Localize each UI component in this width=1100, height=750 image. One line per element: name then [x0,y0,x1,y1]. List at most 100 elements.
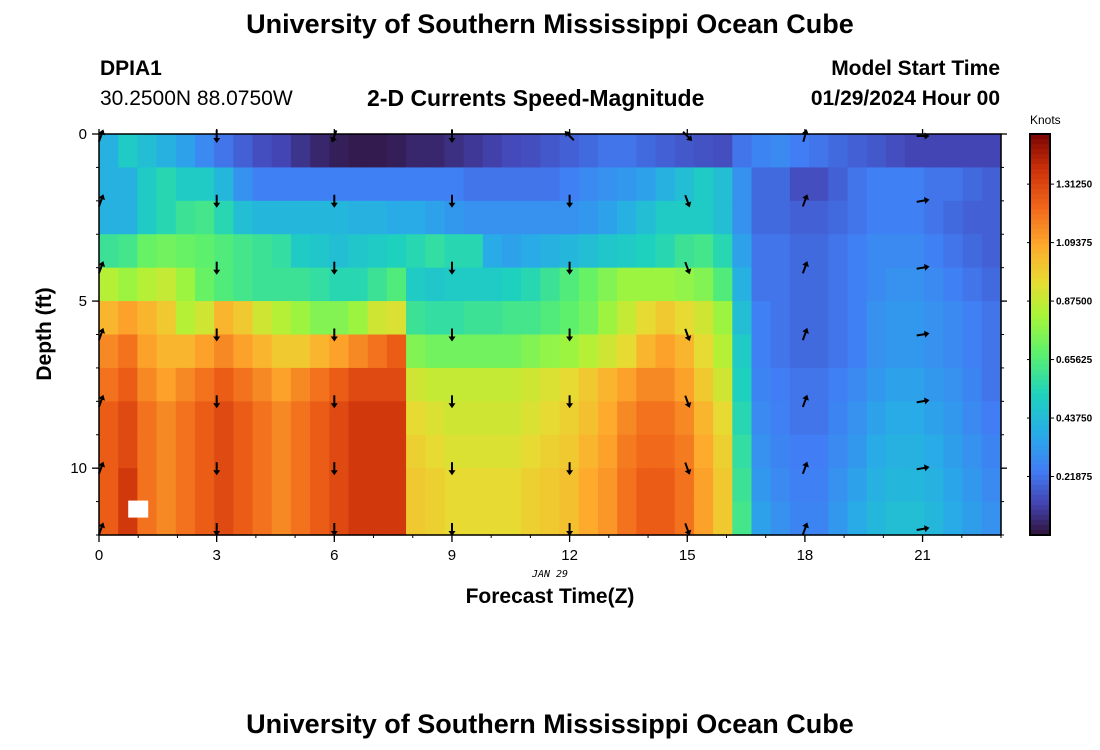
heatmap-cell [290,401,311,436]
heatmap-cell [348,134,369,169]
heatmap-cell [252,234,273,269]
heatmap-cell [597,334,618,369]
heatmap-cell [751,468,772,503]
heatmap-cell [386,434,407,469]
heatmap-cell [367,134,388,169]
heatmap-cell [885,234,906,269]
colorbar-segment [1030,434,1050,441]
heatmap-cell [310,200,330,235]
heatmap-cell [348,334,369,369]
heatmap-cell [521,501,541,536]
heatmap-cell [233,468,254,503]
heatmap-cell [502,401,522,436]
heatmap-cell [751,167,772,202]
heatmap-cell [540,267,561,302]
heatmap-cell [713,334,733,369]
heatmap-cell [482,468,503,503]
heatmap-cell [847,468,868,503]
heatmap-cell [981,134,1002,169]
colorbar-segment [1030,349,1050,356]
current-arrow [684,462,692,475]
heatmap-cell [885,334,906,369]
heatmap-cell [233,301,254,336]
heatmap-cell [386,367,407,402]
colorbar-segment [1030,419,1050,426]
heatmap-cell [751,434,772,469]
heatmap-cell [540,367,561,402]
heatmap-cell [156,167,177,202]
heatmap-cell [866,434,887,469]
heatmap-cell [482,200,503,235]
heatmap-cell [847,334,868,369]
heatmap-cell [425,367,446,402]
heatmap-cell [482,234,503,269]
colorbar-segment [1030,174,1050,180]
heatmap-cell [559,434,580,469]
heatmap-cell [770,434,791,469]
heatmap-cell [502,434,522,469]
heatmap-cell [137,468,158,503]
heatmap-cell [828,267,849,302]
heatmap-cell [828,401,849,436]
heatmap-cell [252,167,273,202]
heatmap-cell [924,401,945,436]
heatmap-cell [866,301,887,336]
heatmap-cell [137,434,158,469]
heatmap-cell [482,401,503,436]
heatmap-cell [674,267,695,302]
heatmap-cell [655,167,676,202]
heatmap-cell [406,434,426,469]
heatmap-cell [655,200,676,235]
heatmap-cell [693,134,714,169]
colorbar-segment [1030,239,1050,245]
heatmap-cell [962,301,983,336]
heatmap-cell [502,134,522,169]
heatmap-cell [828,301,849,336]
colorbar-segment [1030,179,1050,185]
heatmap-cell [329,167,350,202]
heatmap-cell [271,200,292,235]
heatmap-cell [386,468,407,503]
heatmap-cell [233,267,254,302]
current-arrow [213,328,221,342]
heatmap-cell [252,334,273,369]
heatmap-cell [348,267,369,302]
heatmap-cell [713,367,733,402]
heatmap-cell [732,134,753,169]
heatmap-cell [636,468,657,503]
heatmap-cell [175,468,196,503]
current-arrow [448,328,456,342]
missing-data-cell [128,500,149,518]
heatmap-cell [521,468,541,503]
heatmap-cell [905,167,925,202]
heatmap-cell [386,234,407,269]
heatmap-cell [367,267,388,302]
current-arrow [684,523,692,536]
heatmap-cell [674,468,695,503]
heatmap-cell [175,200,196,235]
heatmap-cell [386,134,407,169]
colorbar-segment [1030,519,1050,526]
colorbar-segment [1030,514,1050,521]
heatmap-cell [252,267,273,302]
heatmap-cell [329,301,350,336]
heatmap-cell [214,301,234,336]
heatmap-cell [674,434,695,469]
x-tick-label: 9 [448,547,456,564]
heatmap-cell [252,401,273,436]
heatmap-cell [502,501,522,536]
heatmap-cell [847,401,868,436]
heatmap-cell [905,468,925,503]
heatmap-cell [137,334,158,369]
current-arrow [213,523,221,536]
heatmap-cell [789,234,810,269]
heatmap-cell [367,367,388,402]
colorbar-segment [1030,189,1050,195]
heatmap-cell [847,367,868,402]
heatmap-cell [559,367,580,402]
heatmap-cell [329,334,350,369]
colorbar-frame [1029,133,1051,536]
heatmap-cell [310,501,330,536]
heatmap-cell [310,334,330,369]
heatmap-cell [194,434,215,469]
